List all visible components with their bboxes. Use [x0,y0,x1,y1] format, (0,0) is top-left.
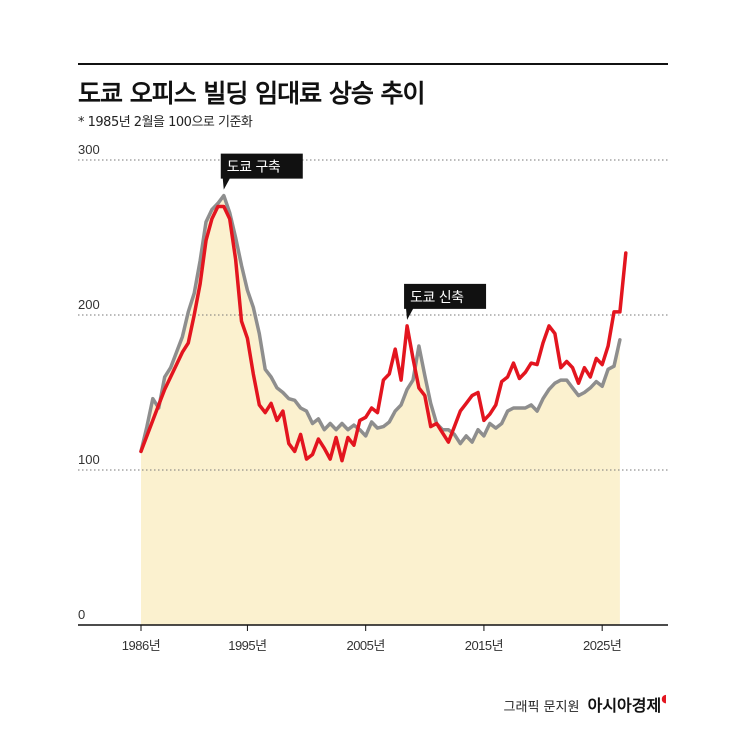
brand-mark-icon: ◖ [661,692,667,705]
x-tick-label-2005: 2005년 [346,638,384,653]
x-tick-label-1986: 1986년 [122,638,160,653]
area-fill [141,195,620,625]
x-tick-label-2015: 2015년 [465,638,503,653]
x-tick-label-2025: 2025년 [583,638,621,653]
chart-title: 도쿄 오피스 빌딩 임대료 상승 추이 [78,79,426,108]
annotation-box-1 [404,283,487,320]
series-line-old [139,193,622,454]
credit: 그래픽 문지원 아시아경제◖ [504,692,667,716]
annotation-label-1: 도쿄 신축 [410,290,464,306]
y-tick-label-0: 0 [78,607,85,622]
brand-logo: 아시아경제 [587,696,662,715]
annotation-callout-0: 도쿄 구축 [220,153,303,190]
x-tick-label-1995: 1995년 [228,638,266,653]
title-rule [78,63,668,65]
y-tick-label-200: 200 [78,297,100,312]
y-tick-label-300: 300 [78,142,100,157]
series-line-new [139,204,628,463]
annotation-box-0 [220,153,303,190]
chart-subtitle: * 1985년 2월을 100으로 기준화 [78,115,253,130]
y-tick-label-100: 100 [78,452,100,467]
annotation-label-0: 도쿄 구축 [227,160,281,176]
credit-prefix: 그래픽 문지원 [503,700,580,715]
annotation-callout-1: 도쿄 신축 [404,283,487,320]
